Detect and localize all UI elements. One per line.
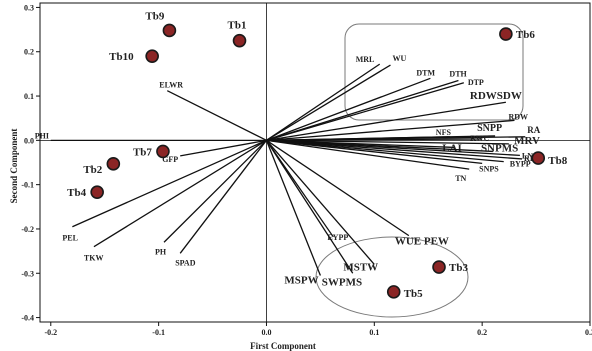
vector-label: SNPMS (481, 142, 518, 154)
vector-label: DTH (449, 70, 467, 79)
vector-line (93, 139, 267, 248)
genotype-point (432, 260, 446, 274)
y-tick-label: -0.1 (21, 181, 34, 190)
vector-line (266, 139, 523, 160)
vector-line (266, 139, 470, 170)
vector-label: RA (527, 125, 540, 135)
vector-label: RWC (470, 134, 489, 143)
vector-label: LN (522, 151, 533, 160)
y-tick-label: -0.3 (21, 269, 34, 278)
genotype-label: Tb5 (404, 288, 423, 300)
vector-label: PHI (35, 131, 49, 140)
x-tick-label: 0.3 (585, 328, 592, 337)
vector-label: PH (155, 247, 167, 256)
vector-label: TKW (84, 254, 104, 263)
vector-line (265, 140, 321, 276)
vector-line (166, 90, 267, 141)
top-group-outline (344, 23, 524, 121)
vector-label: ELWR (159, 81, 183, 90)
genotype-point (386, 285, 401, 299)
vector-line (266, 139, 504, 163)
bottom-group-ellipse (315, 236, 469, 318)
vector-label: SWPMS (322, 276, 362, 288)
vector-line (265, 139, 354, 274)
x-tick-label: 0.1 (369, 328, 379, 337)
vector-line (266, 119, 515, 141)
vector-label: RD (524, 154, 536, 163)
genotype-label: Tb1 (228, 20, 247, 32)
vector-label: EYPP (327, 233, 348, 242)
genotype-point (499, 27, 513, 41)
x-tick-label: 0.0 (261, 328, 271, 337)
vector-line (265, 139, 375, 265)
x-tick-label: -0.2 (44, 328, 57, 337)
genotype-label: Tb8 (548, 155, 567, 167)
genotype-point (232, 33, 247, 48)
vector-label: DTP (468, 78, 484, 87)
vector-label: MRV (514, 135, 540, 147)
genotype-label: Tb4 (67, 187, 86, 199)
genotype-point (531, 151, 546, 165)
genotype-point (162, 23, 177, 38)
genotype-point (106, 157, 121, 171)
axes: -0.2 -0.1 0.0 0.1 0.2 0.3 0.3 0.2 0.1 0.0 -0.1 -0.2… (21, 2, 592, 337)
genotype-label: Tb7 (133, 146, 152, 158)
vector-line (72, 139, 267, 228)
vector-label: GFP (162, 155, 178, 164)
x-tick-label: -0.1 (152, 328, 165, 337)
vector-label: RDW (509, 112, 529, 121)
genotype-point (145, 49, 159, 63)
vector-label: MRL (356, 55, 375, 64)
vector-label: RDWSDW (470, 90, 522, 102)
vector-label: BYPP (510, 160, 531, 169)
plot-frame (39, 2, 591, 323)
genotype-label: Tb10 (109, 51, 134, 63)
vector-line (266, 82, 465, 141)
vector-label: SNPS (479, 164, 499, 173)
genotype-label: Tb9 (145, 10, 164, 22)
vector-line (179, 139, 267, 254)
vector-label: MSPW (284, 274, 318, 286)
vector-label: SPAD (175, 258, 196, 267)
y-tick-label: -0.2 (21, 225, 34, 234)
vector-line (266, 77, 431, 141)
vector-label: NFS (436, 128, 452, 137)
vector-line (266, 138, 483, 141)
genotype-label: Tb3 (449, 262, 468, 274)
vector-line (266, 63, 381, 141)
vector-line (266, 139, 510, 145)
vector-label: DTM (416, 68, 435, 77)
x-axis-title: First Component (250, 341, 316, 351)
y-tick-label: 0.0 (24, 136, 34, 145)
vector-line (266, 139, 483, 165)
genotype-points: Tb1 Tb9 Tb10 Tb6 Tb7 Tb2 Tb4 Tb8 Tb3 Tb5 (67, 10, 568, 299)
vector-label: TN (455, 174, 466, 183)
x-tick-label: 0.2 (477, 328, 487, 337)
y-tick-label: 0.1 (24, 92, 34, 101)
vector-label: SNPP (477, 123, 502, 134)
vector-label: MSTW (343, 261, 378, 273)
group-ellipses (315, 23, 524, 318)
vector-line (266, 64, 391, 141)
vector-label: WU (392, 54, 406, 63)
y-axis-title: Second Component (9, 129, 19, 204)
vector-label: PEL (62, 234, 78, 243)
genotype-label: Tb2 (83, 164, 102, 176)
genotype-point (90, 185, 104, 199)
genotype-label: Tb6 (516, 29, 535, 41)
y-tick-label: 0.2 (24, 48, 34, 57)
y-tick-label: -0.4 (21, 314, 34, 323)
vector-line (266, 139, 410, 237)
vector-label: WUE PEW (395, 236, 449, 248)
vector-line (266, 101, 506, 141)
vector-line (163, 139, 267, 243)
y-tick-label: 0.3 (24, 3, 34, 12)
genotype-point (156, 144, 170, 159)
vector-line (180, 139, 267, 157)
